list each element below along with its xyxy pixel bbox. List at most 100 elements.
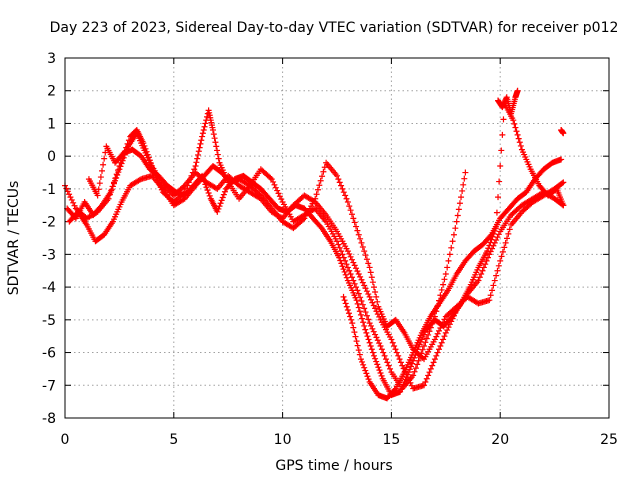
- data-point-interp: [343, 195, 350, 202]
- data-point-interp: [391, 343, 398, 349]
- data-point: [344, 264, 351, 271]
- data-point-interp: [478, 271, 485, 277]
- data-point-interp: [444, 264, 451, 271]
- data-point-interp: [337, 257, 344, 264]
- y-tick-label: -6: [42, 346, 56, 362]
- data-point-interp: [362, 252, 369, 259]
- data-point-interp: [441, 333, 448, 340]
- data-point-interp: [267, 174, 274, 181]
- data-point-interp: [373, 293, 380, 300]
- series-track-e: [340, 156, 565, 402]
- data-point-interp: [101, 155, 108, 162]
- data-point-interp: [368, 346, 375, 353]
- grid: [65, 58, 609, 418]
- data-point-interp: [450, 231, 457, 238]
- data-point-interp: [339, 185, 346, 192]
- data-point: [388, 336, 395, 343]
- data-point-interp: [482, 261, 489, 268]
- data-point-interp: [202, 120, 209, 127]
- data-point-interp: [396, 356, 403, 363]
- data-point-interp: [412, 365, 419, 372]
- data-point-interp: [441, 276, 448, 283]
- data-point: [344, 248, 351, 255]
- data-point-interp: [363, 256, 370, 263]
- data-point-interp: [369, 325, 376, 332]
- data-point-interp: [218, 197, 225, 204]
- data-point-interp: [368, 296, 374, 303]
- data-point-interp: [363, 288, 370, 295]
- data-point-interp: [434, 349, 441, 356]
- data-point-interp: [374, 361, 381, 368]
- data-point-interp: [359, 301, 366, 308]
- data-point: [558, 156, 565, 163]
- x-tick-label: 0: [61, 432, 70, 448]
- data-point: [377, 343, 384, 349]
- data-point-interp: [357, 273, 364, 280]
- data-point: [431, 356, 438, 363]
- data-point: [560, 179, 567, 186]
- data-point-interp: [490, 282, 497, 289]
- data-point-interp: [214, 147, 221, 154]
- x-tick-label: 15: [382, 432, 400, 448]
- data-point-interp: [487, 232, 494, 239]
- data-point-interp: [108, 186, 115, 193]
- data-point-interp: [205, 190, 212, 196]
- data-point-interp: [346, 250, 353, 257]
- data-point-interp: [384, 359, 391, 366]
- data-point-interp: [495, 231, 502, 238]
- series-track-g: [558, 127, 567, 137]
- data-point-interp: [354, 268, 361, 275]
- data-point-interp: [343, 274, 350, 281]
- data-point-interp: [68, 196, 75, 203]
- data-point-interp: [361, 248, 368, 255]
- data-point-interp: [362, 309, 369, 316]
- data-point-interp: [495, 262, 502, 269]
- data-point-interp: [423, 335, 430, 342]
- data-point-interp: [376, 367, 383, 374]
- data-point-interp: [66, 191, 73, 198]
- data-point-interp: [365, 260, 372, 267]
- data-point-interp: [357, 235, 364, 242]
- data-point-interp: [496, 178, 503, 185]
- series-track-b: [66, 159, 567, 363]
- data-point: [514, 87, 521, 94]
- data-point-interp: [313, 191, 320, 198]
- data-point-interp: [378, 372, 385, 379]
- data-point-interp: [389, 339, 396, 346]
- data-point-interp: [368, 322, 374, 329]
- data-point-interp: [206, 192, 213, 199]
- data-point-interp: [354, 287, 361, 294]
- data-point-interp: [376, 340, 383, 347]
- plot-frame: [64, 57, 610, 419]
- data-point-interp: [359, 279, 366, 286]
- data-point-interp: [350, 259, 357, 266]
- data-point: [199, 133, 206, 140]
- data-point-interp: [314, 186, 321, 193]
- data-point: [484, 248, 491, 255]
- data-point-interp: [346, 203, 353, 210]
- data-point-interp: [365, 316, 372, 323]
- data-point: [453, 218, 460, 225]
- data-point: [510, 117, 517, 124]
- data-point-interp: [498, 147, 505, 154]
- data-point-interp: [423, 375, 430, 382]
- data-point-interp: [416, 354, 423, 361]
- data-point-interp: [359, 358, 366, 365]
- y-tick-label: -4: [42, 280, 56, 296]
- data-point-interp: [117, 163, 124, 170]
- data-point-interp: [335, 241, 342, 248]
- data-point-interp: [513, 128, 520, 135]
- data-point-interp: [456, 200, 463, 207]
- data-point-interp: [370, 284, 377, 291]
- data-point-interp: [348, 256, 355, 263]
- data-point-interp: [113, 174, 120, 181]
- data-point-interp: [495, 194, 502, 201]
- chart-title: Day 223 of 2023, Sidereal Day-to-day VTE…: [50, 20, 619, 36]
- data-point: [355, 290, 362, 297]
- data-point-interp: [355, 347, 362, 354]
- data-point-interp: [350, 277, 357, 284]
- data-point-interp: [391, 386, 398, 393]
- data-point-interp: [71, 202, 78, 209]
- data-point-interp: [335, 176, 342, 183]
- data-point-interp: [367, 269, 374, 276]
